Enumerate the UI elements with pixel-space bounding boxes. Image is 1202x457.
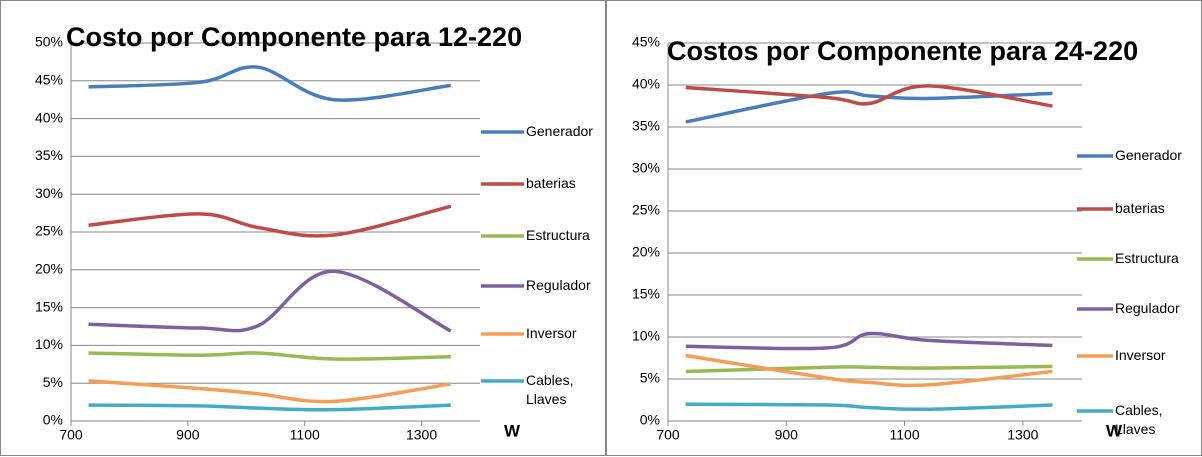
legend-label: Estructura [526, 227, 590, 243]
y-tick-label: 20% [632, 244, 660, 260]
legend-label: Generador [1115, 147, 1182, 163]
series-line [88, 351, 451, 361]
chart-panel: 0% 5% 10% 15% 20% 25% 30% 35% 40% 45% 50% 700 900 110… [0, 0, 606, 456]
y-tick-label: 35% [632, 118, 660, 134]
series-line [88, 403, 451, 412]
x-tick-label: 700 [656, 427, 680, 443]
series-line [88, 269, 452, 333]
series-line [88, 379, 452, 404]
legend-label: baterias [1115, 200, 1165, 216]
y-tick-label: 5% [43, 374, 63, 390]
y-tick-label: 40% [632, 76, 660, 92]
y-tick-label: 45% [632, 34, 660, 50]
chart-title: Costos por Componente para 24-220 [667, 36, 1138, 66]
y-tick-label: 15% [632, 286, 660, 302]
chart-panel: 0% 5% 10% 15% 20% 25% 30% 35% 40% 45% 700 900 1100 13… [606, 0, 1202, 456]
x-tick-label: 1300 [406, 427, 437, 443]
x-tick-label: 1100 [290, 427, 320, 443]
y-tick-label: 0% [43, 412, 63, 428]
series-line [88, 204, 452, 238]
y-tick-label: 15% [35, 298, 63, 314]
y-tick-label: 25% [35, 223, 63, 239]
series-line [685, 364, 1053, 374]
x-tick-label: 1300 [1007, 427, 1038, 443]
y-tick-label: 45% [35, 72, 63, 88]
series-line [88, 65, 452, 102]
series-line [685, 353, 1053, 388]
series-line [685, 402, 1053, 412]
series-line [685, 84, 1053, 108]
series-line [685, 90, 1053, 124]
chart: 0% 5% 10% 15% 20% 25% 30% 35% 40% 45% 700 900 1100 13… [632, 34, 1138, 443]
y-tick-label: 10% [632, 328, 660, 344]
x-tick-label: 900 [775, 427, 799, 443]
series-line [685, 331, 1053, 351]
legend-label: Regulador [1115, 300, 1180, 316]
legend-label: Inversor [526, 325, 577, 341]
y-tick-label: 20% [35, 261, 63, 277]
y-tick-label: 0% [640, 412, 660, 428]
y-tick-label: 30% [632, 160, 660, 176]
y-tick-label: 35% [35, 147, 63, 163]
legend-label: Cables, Llaves [526, 372, 574, 407]
chart-title: Costo por Componente para 12-220 [66, 22, 522, 52]
y-tick-label: 30% [35, 185, 63, 201]
y-tick-label: 50% [35, 34, 63, 50]
y-tick-label: 40% [35, 109, 63, 125]
x-tick-label: 900 [176, 427, 200, 443]
y-tick-label: 25% [632, 202, 660, 218]
legend-label: Generador [526, 123, 593, 139]
chart: 0% 5% 10% 15% 20% 25% 30% 35% 40% 45% 50% 700 900 110… [35, 22, 524, 443]
legend-label: baterias [526, 175, 576, 191]
x-tick-label: 1100 [890, 427, 920, 443]
y-tick-label: 5% [640, 370, 660, 386]
y-tick-label: 10% [35, 336, 63, 352]
legend-label: Inversor [1115, 347, 1166, 363]
legend-label: Cables, Llaves [1115, 402, 1163, 437]
x-axis-label: W [1106, 421, 1123, 440]
legend-label: Estructura [1115, 250, 1179, 266]
legend-label: Regulador [526, 277, 591, 293]
x-axis-label: W [504, 421, 521, 440]
x-tick-label: 700 [59, 427, 83, 443]
